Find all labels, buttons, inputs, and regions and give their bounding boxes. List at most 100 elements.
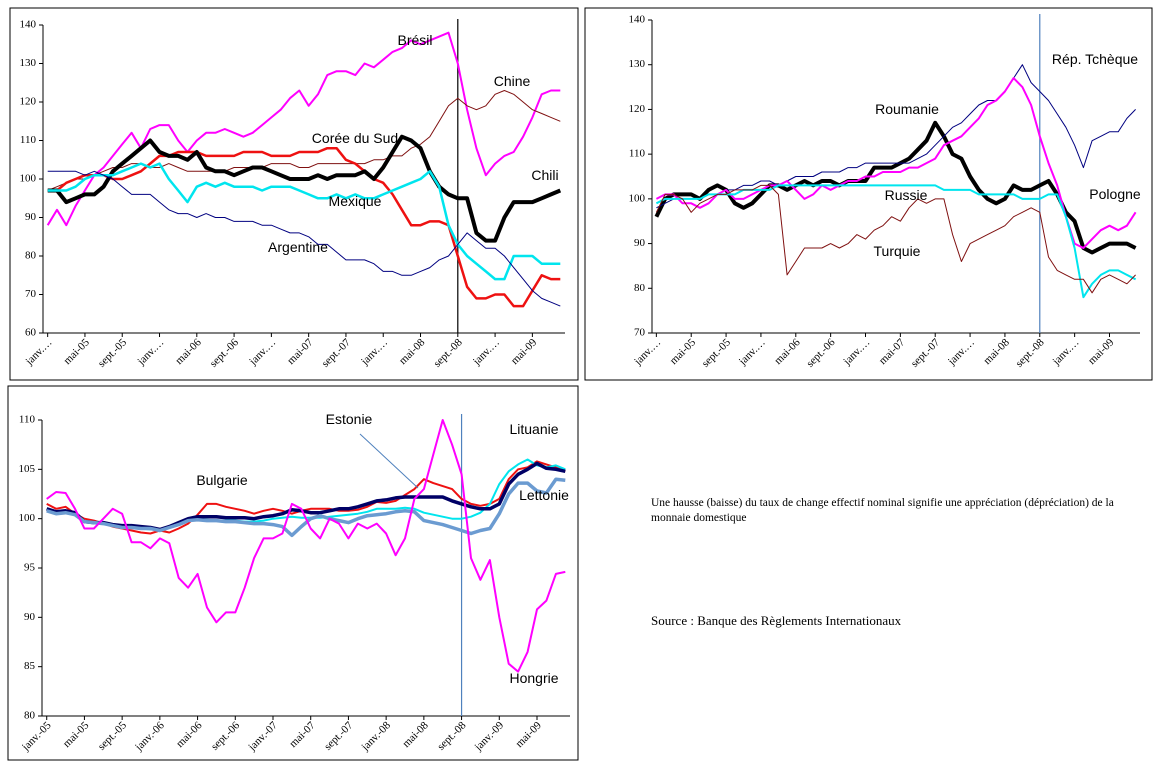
pointer [359,433,419,489]
y-tick-label: 110 [19,414,36,426]
y-tick-label: 70 [25,288,37,300]
series-label: Bulgarie [196,472,248,488]
series-label: Chine [494,73,531,89]
x-tick-label: sept.-06 [804,336,838,370]
series-label: Lituanie [509,421,558,437]
x-tick-label: mai-06 [173,336,204,367]
x-tick-label: sept.-07 [322,719,356,753]
series-label: Rép. Tchèque [1052,51,1138,67]
x-tick-label: sept.-08 [435,719,469,753]
x-tick-label: mai-08 [397,336,428,367]
x-tick-label: janv.… [470,336,502,368]
y-tick-label: 140 [629,14,646,26]
x-tick-label: sept.-08 [431,336,465,370]
series-label: Turquie [874,243,921,259]
y-tick-label: 90 [25,211,37,223]
y-tick-label: 100 [629,192,646,204]
y-tick-label: 70 [634,327,646,339]
x-tick-label: janv.… [841,336,873,368]
series-label: Pologne [1089,186,1141,202]
y-tick-label: 120 [629,103,646,115]
y-tick-label: 90 [634,237,646,249]
series-line [47,170,561,307]
series-line [47,90,561,191]
series-line [46,477,566,538]
x-tick-label: janv.… [631,336,663,368]
series-label: Lettonie [519,487,569,503]
y-tick-label: 95 [24,562,36,574]
x-tick-label: janv.-08 [359,719,394,754]
y-tick-label: 130 [20,57,37,69]
y-tick-label: 105 [19,463,36,475]
x-tick-label: mai-07 [877,336,908,367]
series-line [46,460,566,535]
series-line [46,461,566,532]
series-label: Chili [531,167,558,183]
series-line [655,184,1137,299]
y-tick-label: 140 [20,19,37,31]
frame [584,7,1153,381]
x-tick-label: mai-05 [668,336,699,367]
y-tick-label: 100 [19,512,36,524]
x-tick-label: janv.-06 [132,719,167,754]
series-label: Estonie [326,411,373,427]
series-label: Corée du Sud [312,130,398,146]
y-tick-label: 120 [20,96,37,108]
x-tick-label: sept.-05 [96,336,130,370]
x-tick-label: janv.… [358,336,390,368]
source: Source : Banque des Règlements Internati… [651,613,902,628]
y-tick-label: 110 [629,148,646,160]
x-tick-label: mai-09 [1086,336,1117,367]
series-line [655,77,1137,249]
x-tick-label: mai-08 [981,336,1012,367]
y-tick-label: 80 [25,250,37,262]
x-tick-label: sept.-05 [96,719,130,753]
series-label: Argentine [268,239,328,255]
x-tick-label: janv.… [945,336,977,368]
y-tick-label: 130 [629,58,646,70]
series-line [46,31,561,227]
frame [7,385,579,761]
x-tick-label: sept.-06 [209,719,243,753]
x-tick-label: janv.… [736,336,768,368]
series-line [656,64,1136,209]
x-tick-label: janv.-05 [19,719,54,754]
y-tick-label: 100 [20,173,37,185]
x-tick-label: mai-09 [513,719,544,750]
x-tick-label: mai-08 [400,719,431,750]
x-tick-label: sept.-05 [700,336,734,370]
series-line [655,184,1136,294]
series-line [47,162,561,281]
x-tick-label: mai-07 [287,719,318,750]
y-tick-label: 80 [24,710,36,722]
series-line [47,146,561,308]
x-tick-label: mai-06 [174,719,205,750]
x-tick-label: sept.-06 [208,336,242,370]
x-tick-label: mai-05 [61,336,92,367]
x-tick-label: janv.… [1050,336,1082,368]
y-tick-label: 80 [634,282,646,294]
x-tick-label: janv.… [246,336,278,368]
x-tick-label: sept.-07 [320,336,354,370]
x-tick-label: mai-05 [61,719,92,750]
x-tick-label: sept.-07 [909,336,943,370]
x-tick-label: janv.-07 [246,719,281,754]
series-label: Brésil [397,32,432,48]
series-line [654,120,1137,255]
series-line [47,134,562,243]
x-tick-label: janv.-09 [472,719,507,754]
x-tick-label: janv.… [23,336,55,368]
x-tick-label: mai-09 [509,336,540,367]
series-line [46,419,566,673]
x-tick-label: mai-07 [285,336,316,367]
series-label: Hongrie [509,670,558,686]
note: Une hausse (baisse) du taux de change ef… [651,497,1114,524]
series-label: Russie [885,187,928,203]
frame [9,7,579,381]
x-tick-label: mai-06 [772,336,803,367]
y-tick-label: 85 [24,660,36,672]
series-label: Mexique [329,193,382,209]
